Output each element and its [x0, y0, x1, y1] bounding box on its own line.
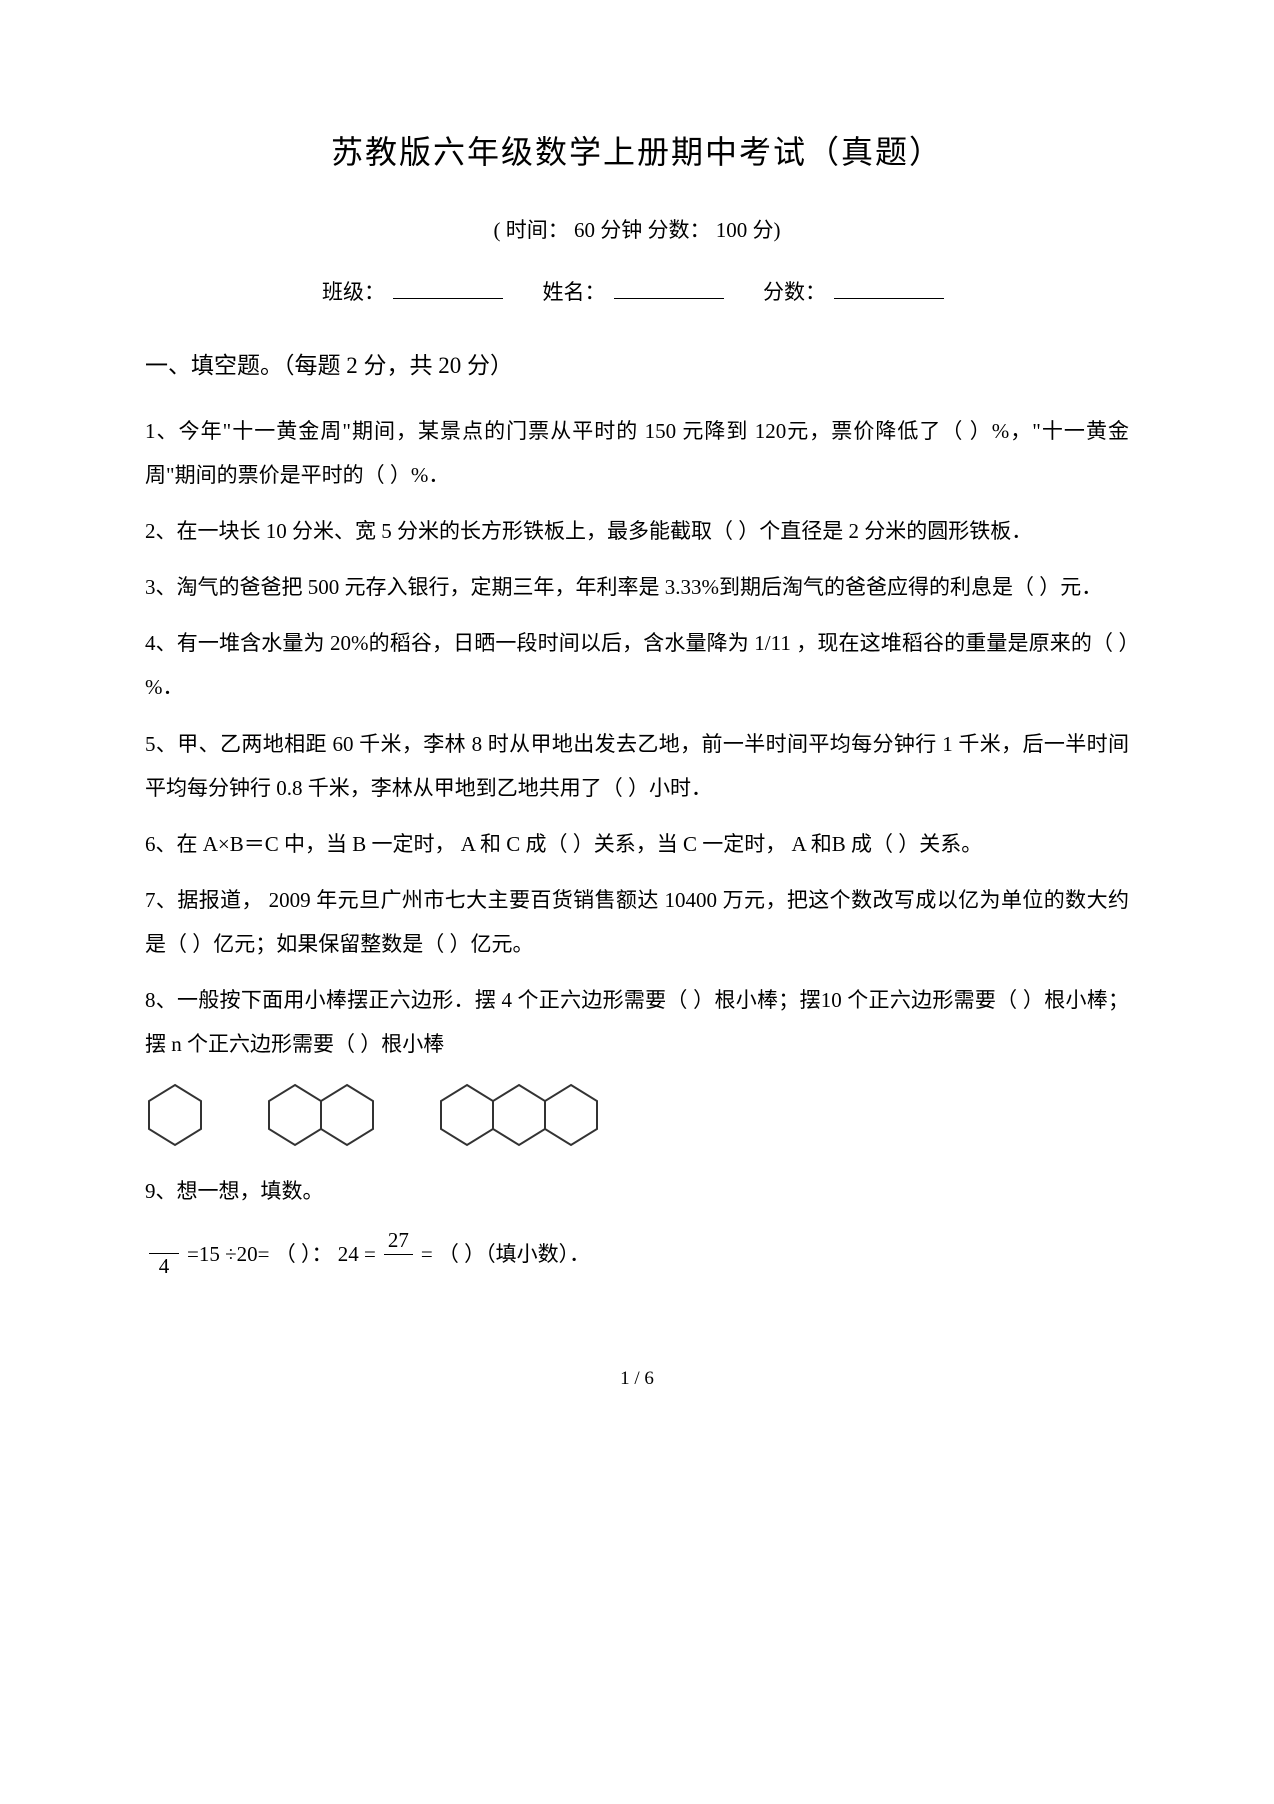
question-9-label: 9、想一想，填数。 [145, 1169, 1129, 1213]
student-info-line: 班级： 姓名： 分数： [145, 271, 1129, 313]
fraction-numerator-blank [149, 1229, 179, 1254]
question-1: 1、今年"十一黄金周"期间，某景点的门票从平时的 150 元降到 120元，票价… [145, 409, 1129, 497]
name-blank [614, 278, 724, 299]
hexagon-icon [145, 1081, 205, 1149]
equation-part-2: = （ ）（填小数）． [421, 1233, 590, 1275]
name-label: 姓名： [543, 280, 606, 304]
exam-title: 苏教版六年级数学上册期中考试（真题） [145, 120, 1129, 184]
question-9-equation: 4 =15 ÷20= （ ）： 24 = 27 = （ ）（填小数）． [145, 1228, 1129, 1279]
class-blank [393, 278, 503, 299]
hexagon-diagram [145, 1081, 1129, 1149]
fraction-27: 27 [384, 1228, 413, 1279]
question-7: 7、据报道， 2009 年元旦广州市七大主要百货销售额达 10400 万元，把这… [145, 878, 1129, 966]
question-2: 2、在一块长 10 分米、宽 5 分米的长方形铁板上，最多能截取（ ）个直径是 … [145, 509, 1129, 553]
fraction-numerator: 27 [384, 1228, 413, 1254]
score-label: 分数： [763, 280, 826, 304]
fraction-denominator: 4 [149, 1254, 179, 1279]
fraction-denominator-blank [384, 1255, 413, 1280]
question-4: 4、有一堆含水量为 20%的稻谷，日晒一段时间以后，含水量降为 1/11 ，现在… [145, 621, 1129, 709]
hexagon-icon [437, 1081, 497, 1149]
score-blank [834, 278, 944, 299]
hexagon-icon [317, 1081, 377, 1149]
question-8: 8、一般按下面用小棒摆正六边形．摆 4 个正六边形需要（ ）根小棒；摆10 个正… [145, 978, 1129, 1066]
hexagon-icon [265, 1081, 325, 1149]
hexagon-group-3 [437, 1081, 601, 1149]
class-label: 班级： [322, 280, 385, 304]
question-6: 6、在 A×B＝C 中，当 B 一定时， A 和 C 成（ ）关系，当 C 一定… [145, 822, 1129, 866]
question-3: 3、淘气的爸爸把 500 元存入银行，定期三年，年利率是 3.33%到期后淘气的… [145, 565, 1129, 609]
page-number: 1 / 6 [145, 1360, 1129, 1398]
section-1-header: 一、填空题。（每题 2 分，共 20 分） [145, 343, 1129, 389]
hexagon-group-2 [265, 1081, 377, 1149]
hexagon-group-1 [145, 1081, 205, 1149]
question-5: 5、甲、乙两地相距 60 千米，李林 8 时从甲地出发去乙地，前一半时间平均每分… [145, 722, 1129, 810]
hexagon-icon [541, 1081, 601, 1149]
fraction-blank: 4 [149, 1229, 179, 1279]
exam-subtitle: ( 时间： 60 分钟 分数： 100 分) [145, 209, 1129, 251]
hexagon-icon [489, 1081, 549, 1149]
equation-part-1: =15 ÷20= （ ）： 24 = [187, 1233, 376, 1275]
